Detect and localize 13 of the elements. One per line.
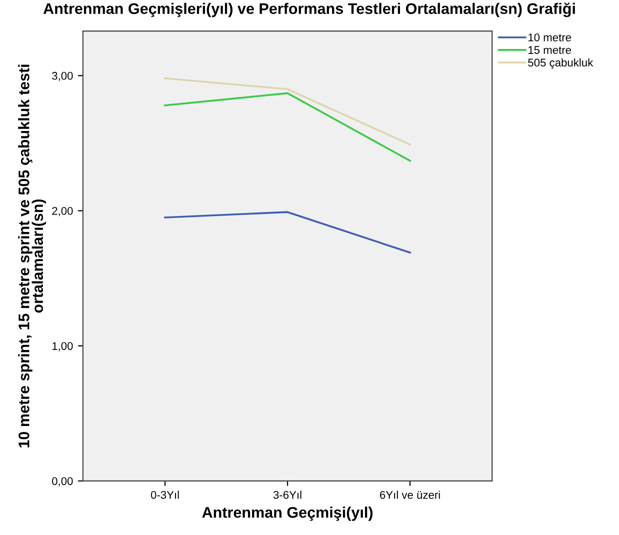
legend-label: 505 çabukluk [528,58,594,69]
y-tick-label: 0,00 [52,477,73,486]
x-tick-label: 3-6Yıl [273,490,302,499]
x-tick-label: 0-3Yıl [150,490,179,499]
y-tick-label: 1,00 [52,342,73,352]
legend-label: 10 metre [528,33,572,42]
y-tick-label: 2,00 [52,207,73,216]
x-tick-label: 6Yıl ve üzeri [380,490,440,499]
chart-title: Antrenman Geçmişleri(yıl) ve Performans Testleri Ortalamaları(sn) Grafiği [43,2,575,18]
y-axis-title: 10 metre sprint, 15 metre sprint ve 505 çabukluk testi ortalamaları(sn) [18,64,46,448]
y-tick-label: 3,00 [52,72,73,82]
legend-label: 15 metre [528,46,572,54]
x-axis-title: Antrenman Geçmişi(yıl) [202,506,373,521]
